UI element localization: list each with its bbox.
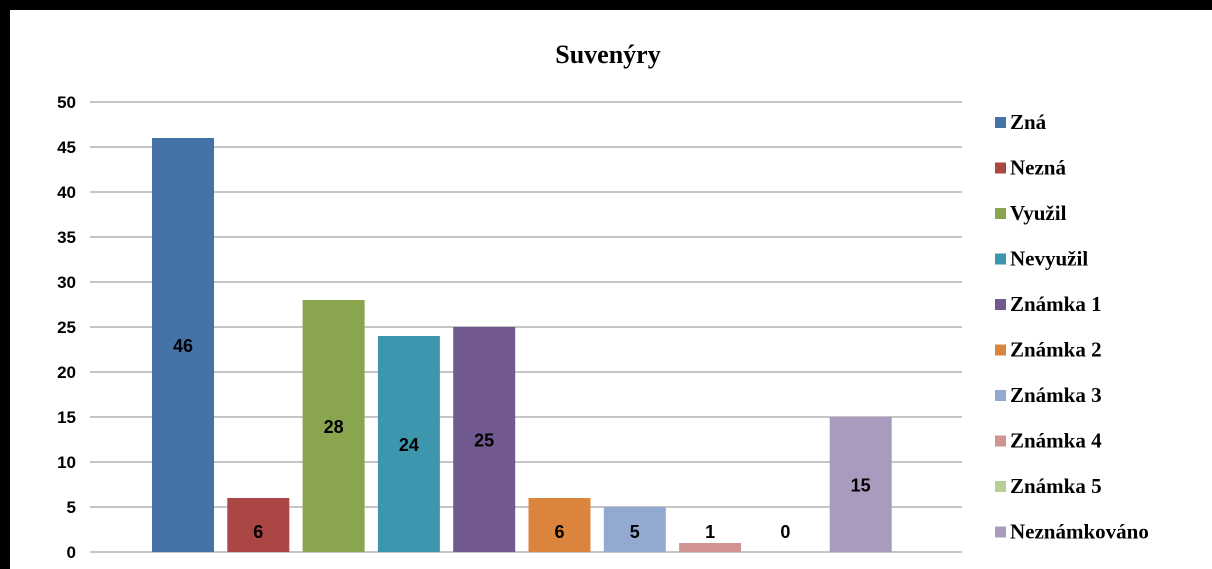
y-tick-label: 50: [57, 93, 76, 112]
data-label: 24: [399, 435, 419, 455]
data-label: 15: [851, 476, 871, 496]
legend-swatch: [995, 526, 1006, 538]
legend-entry: Nezná: [1010, 156, 1066, 180]
legend-entry: Známka 5: [1010, 474, 1102, 498]
y-tick-label: 25: [57, 318, 76, 337]
legend-swatch: [995, 299, 1006, 310]
bar-známka-1: [453, 327, 516, 552]
legend-swatch: [995, 435, 1006, 447]
y-tick-label: 20: [57, 363, 76, 382]
data-label: 25: [474, 431, 494, 451]
data-label: 1: [705, 522, 715, 542]
bar-zná: [152, 138, 214, 552]
chart-title: Suvenýry: [555, 40, 660, 69]
legend-swatch: [995, 481, 1006, 492]
legend-swatch: [995, 162, 1006, 174]
bar-známka-4: [679, 543, 742, 552]
y-tick-label: 5: [67, 498, 76, 517]
legend-entry: Neznámkováno: [1010, 520, 1149, 544]
legend-swatch: [995, 208, 1006, 219]
data-label: 0: [780, 522, 790, 542]
data-label: 46: [173, 336, 193, 356]
legend-entry: Nevyužil: [1010, 247, 1088, 271]
legend-swatch: [995, 390, 1006, 401]
legend-swatch: [995, 253, 1006, 265]
bar-nevyužil: [377, 336, 440, 552]
bar-známka-2: [528, 498, 591, 552]
bar-neznámkováno: [829, 417, 892, 552]
y-tick-label: 15: [57, 408, 76, 427]
bar-nezná: [227, 498, 290, 552]
y-tick-label: 30: [57, 273, 76, 292]
y-tick-label: 45: [57, 138, 76, 157]
bar-známka-3: [603, 507, 666, 552]
legend-entry: Využil: [1010, 201, 1067, 225]
data-label: 28: [324, 417, 344, 437]
legend-entry: Známka 3: [1010, 383, 1102, 407]
y-tick-label: 35: [57, 228, 76, 247]
bars: [152, 138, 892, 552]
y-tick-label: 40: [57, 183, 76, 202]
legend-entry: Zná: [1010, 110, 1047, 134]
legend-entry: Známka 1: [1010, 292, 1102, 316]
data-label: 6: [253, 522, 263, 542]
data-label: 6: [554, 522, 564, 542]
legend-entry: Známka 2: [1010, 338, 1102, 362]
chart-frame: Suvenýry 0 5 10 15 20 25 30 35 40 45 50 46 6 28 24 25 6…: [10, 10, 1212, 569]
legend: Zná Nezná Využil Nevyužil Známka 1 Známka 2 Zn…: [995, 110, 1149, 544]
data-label: 5: [630, 522, 640, 542]
legend-swatch: [995, 344, 1006, 356]
y-tick-label: 0: [67, 543, 76, 562]
bar-využil: [302, 300, 365, 552]
legend-entry: Známka 4: [1010, 429, 1102, 453]
y-tick-label: 10: [57, 453, 76, 472]
y-axis-ticks: 0 5 10 15 20 25 30 35 40 45 50: [57, 93, 76, 562]
legend-swatch: [995, 117, 1006, 128]
